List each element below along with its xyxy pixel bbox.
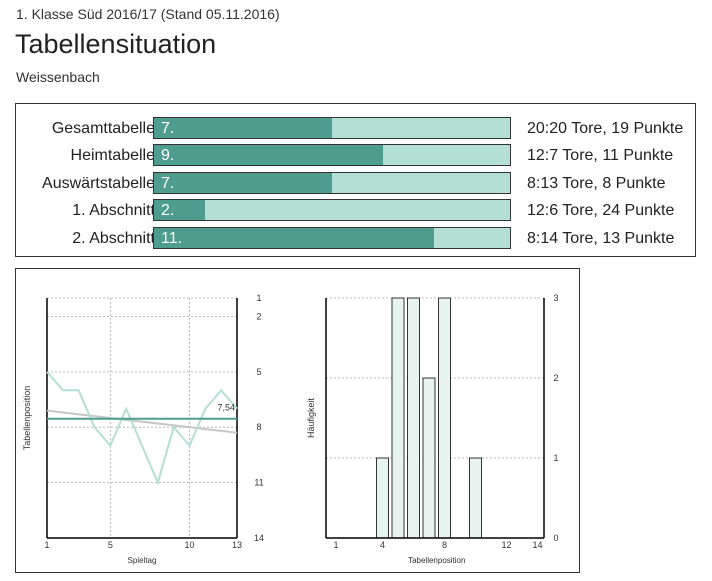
histogram-bar	[376, 457, 389, 539]
y-tick-label: 5	[256, 367, 261, 377]
x-tick-label: 8	[442, 540, 447, 550]
x-tick-label: 1	[333, 540, 338, 550]
y-tick-label: 3	[553, 293, 558, 303]
average-label: 7,54	[217, 403, 235, 413]
standings-row-stats: 8:13 Tore, 8 Punkte	[527, 175, 666, 192]
standings-row-stats: 12:7 Tore, 11 Punkte	[527, 147, 674, 164]
x-tick-label: 1	[44, 540, 49, 550]
y-tick-label: 0	[553, 533, 558, 543]
rank-bar: 7.	[153, 172, 511, 194]
histogram-bar	[422, 377, 436, 539]
x-tick-label: 14	[532, 540, 542, 550]
standings-row: 2. Abschnitt 11. 8:14 Tore, 13 Punkte	[16, 227, 695, 251]
x-tick-label: 5	[108, 540, 113, 550]
rank-value: 7.	[161, 120, 175, 137]
rank-bar-fill	[154, 173, 332, 193]
position-line	[46, 371, 238, 486]
x-tick-label: 10	[184, 540, 194, 550]
rank-bar: 11.	[153, 227, 511, 249]
standings-row-stats: 12:6 Tore, 24 Punkte	[527, 202, 675, 219]
histogram-bar	[438, 297, 451, 539]
rank-bar-fill	[154, 118, 332, 138]
rank-value: 7.	[161, 175, 175, 192]
y-tick-label: 1	[256, 293, 261, 303]
x-axis-label: Tabellenposition	[408, 556, 465, 565]
standings-row-label: Auswärtstabelle	[42, 175, 155, 192]
y-tick-label: 8	[256, 422, 261, 432]
y-tick-label: 1	[553, 453, 558, 463]
standings-row-label: Heimtabelle	[70, 147, 155, 164]
league-subtitle: 1. Klasse Süd 2016/17 (Stand 05.11.2016)	[16, 6, 280, 22]
standings-row: Heimtabelle 9. 12:7 Tore, 11 Punkte	[16, 144, 695, 168]
rank-value: 9.	[161, 147, 175, 164]
rank-bar: 7.	[153, 117, 511, 139]
page-title: Tabellensituation	[15, 29, 217, 59]
standings-row: Gesamttabelle 7. 20:20 Tore, 19 Punkte	[16, 117, 695, 141]
standings-row-label: Gesamttabelle	[51, 120, 155, 137]
rank-value: 11.	[161, 230, 183, 247]
rank-bar-fill	[154, 228, 434, 248]
x-tick-label: 13	[232, 540, 242, 550]
y-tick-label: 2	[256, 311, 261, 321]
standings-row-stats: 8:14 Tore, 13 Punkte	[527, 230, 675, 247]
standings-row-stats: 20:20 Tore, 19 Punkte	[527, 120, 684, 137]
rank-bar: 2.	[153, 199, 511, 221]
rank-bar: 9.	[153, 144, 511, 166]
team-name: Weissenbach	[16, 69, 100, 85]
charts-panel: 1 2 5 8 11 14 1 5 10 13 7,54 Spieltag Tabellenpositi…	[15, 268, 580, 573]
rank-value: 2.	[161, 202, 175, 219]
y-tick-label: 14	[254, 533, 264, 543]
y-tick-label: 11	[254, 478, 263, 488]
trend-line	[46, 409, 238, 434]
x-tick-label: 12	[501, 540, 511, 550]
standings-row: Auswärtstabelle 7. 8:13 Tore, 8 Punkte	[16, 172, 695, 196]
standings-table: Gesamttabelle 7. 20:20 Tore, 19 Punkte H…	[15, 103, 696, 257]
x-tick-label: 4	[380, 540, 385, 550]
histogram-bar	[391, 297, 405, 539]
histogram-bar	[407, 297, 420, 539]
rank-bar-fill	[154, 200, 205, 220]
y-axis-label: Tabellenposition	[22, 386, 32, 451]
standings-row-label: 2. Abschnitt	[72, 230, 155, 247]
y-tick-label: 2	[553, 373, 558, 383]
standings-row-label: 1. Abschnitt	[72, 202, 155, 219]
y-axis-label: Häufigkeit	[306, 397, 316, 438]
x-axis-label: Spieltag	[128, 556, 157, 565]
rank-bar-fill	[154, 145, 383, 165]
histogram-bar	[469, 457, 482, 539]
standings-row: 1. Abschnitt 2. 12:6 Tore, 24 Punkte	[16, 199, 695, 223]
